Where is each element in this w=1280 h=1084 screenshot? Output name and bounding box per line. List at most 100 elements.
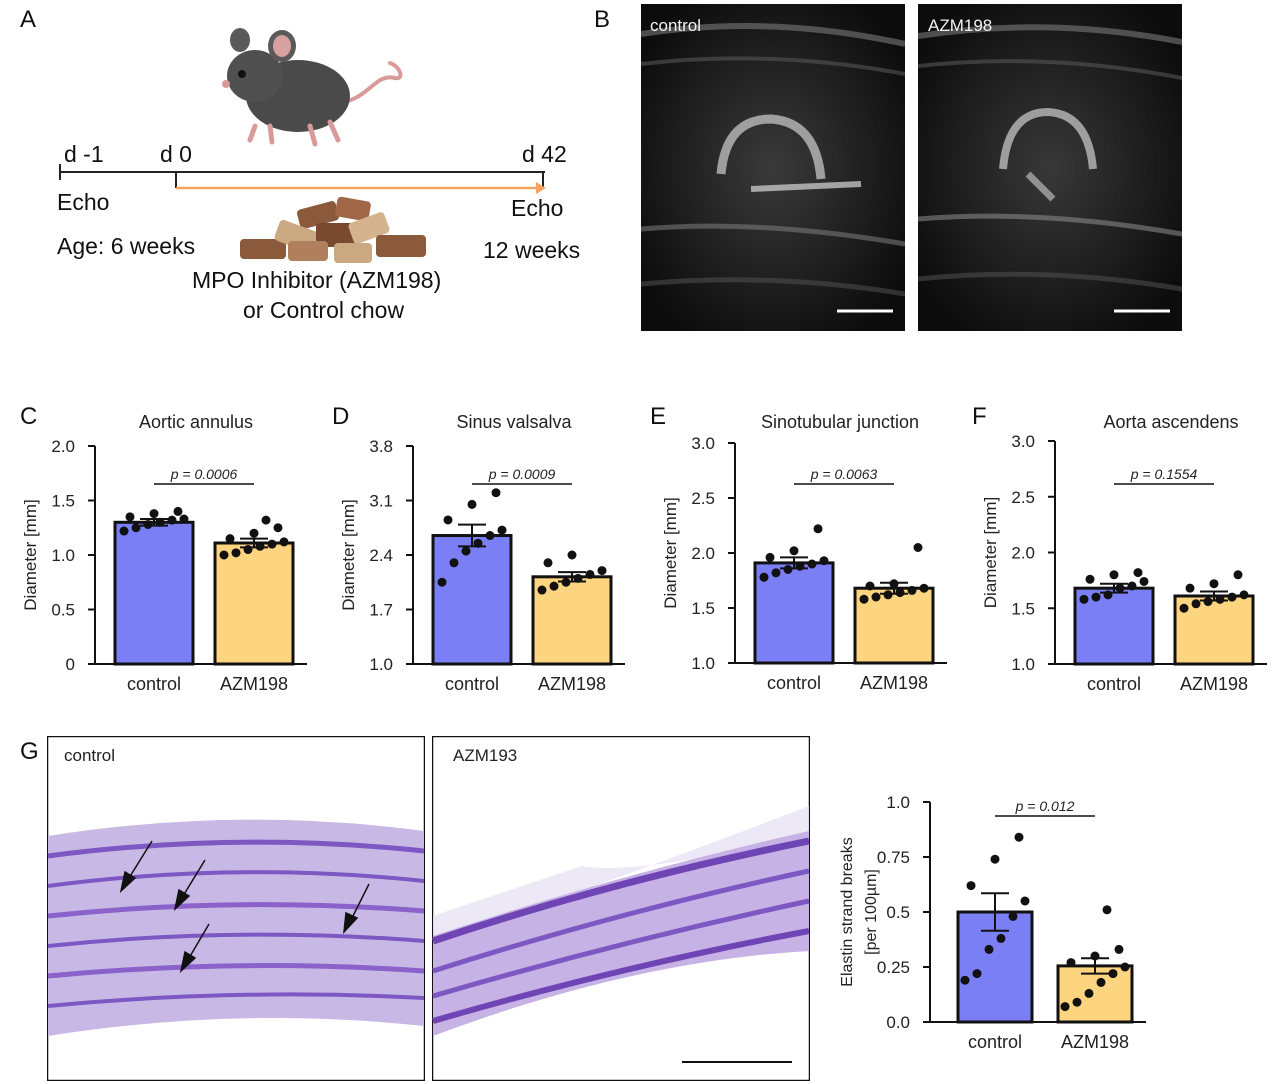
histology-image-control <box>47 736 425 1081</box>
chart-sinotubular-junction: Sinotubular junction 1.0 1.5 2.0 2.5 3.0 Diame… <box>661 412 947 693</box>
data-point <box>443 515 453 525</box>
chart-aortic-annulus: Aortic annulus 0 0.5 1.0 1.5 2.0 Diameter [mm]… <box>21 412 307 694</box>
data-point <box>783 565 793 574</box>
histology-label-azm: AZM193 <box>453 746 518 765</box>
data-point <box>1090 951 1100 961</box>
p-value-label: p = 0.1554 <box>1130 466 1198 482</box>
data-point <box>907 585 917 595</box>
data-point <box>249 528 259 538</box>
data-point <box>1103 590 1113 600</box>
x-tick-label: control <box>127 674 181 694</box>
data-point <box>1120 962 1130 972</box>
data-point <box>895 588 905 598</box>
y-tick-label: 3.0 <box>1011 432 1035 451</box>
data-point <box>883 590 893 600</box>
data-point <box>1114 944 1124 954</box>
data-point <box>261 515 271 525</box>
y-tick-label: 1.0 <box>51 546 75 565</box>
label-echo-start: Echo <box>57 189 110 215</box>
data-point <box>1185 583 1195 593</box>
y-tick-label: 2.0 <box>1011 544 1035 563</box>
data-point <box>119 526 129 536</box>
chart-title: Sinotubular junction <box>761 412 919 432</box>
label-echo-end: Echo <box>511 195 564 221</box>
histology-label-control: control <box>64 746 116 765</box>
panel-letter-f: F <box>972 403 987 430</box>
x-tick-label: control <box>767 673 821 693</box>
data-point <box>573 573 583 583</box>
data-point <box>759 572 769 582</box>
data-point <box>990 854 1000 864</box>
data-point <box>585 569 595 579</box>
data-point <box>173 506 183 516</box>
treatment-arrowhead <box>536 182 546 194</box>
y-axis-label: Diameter [mm] <box>981 497 1000 608</box>
panel-letter-d: D <box>332 403 350 430</box>
data-point <box>1215 594 1225 604</box>
data-point <box>1008 911 1018 921</box>
y-tick-label: 3.1 <box>369 492 393 511</box>
echo-label-control: control <box>650 16 702 35</box>
data-point <box>859 594 869 604</box>
data-point <box>919 583 929 593</box>
bar-azm198 <box>1056 964 1134 1024</box>
x-tick-label: AZM198 <box>220 674 288 694</box>
histology-image-azm <box>432 736 810 1081</box>
data-point <box>1127 581 1137 591</box>
data-point <box>473 538 483 548</box>
data-point <box>467 499 477 509</box>
chart-title: Aortic annulus <box>139 412 253 432</box>
y-tick-label: 0.5 <box>51 601 75 620</box>
data-point <box>149 509 159 519</box>
data-point <box>167 515 177 525</box>
panel-letter-e: E <box>650 403 667 430</box>
data-point <box>1096 977 1106 987</box>
data-point <box>255 541 265 551</box>
data-point <box>1079 594 1089 604</box>
chart-title: Sinus valsalva <box>456 412 572 432</box>
x-tick-label: control <box>968 1032 1022 1052</box>
y-tick-label: 1.5 <box>51 492 75 511</box>
data-point <box>771 568 781 578</box>
data-point <box>1133 568 1143 578</box>
y-tick-label: 1.0 <box>691 654 715 673</box>
p-value-label: p = 0.0006 <box>170 466 238 482</box>
data-point <box>972 969 982 979</box>
data-point <box>1072 997 1082 1007</box>
mouse-illustration <box>222 28 403 147</box>
label-day-minus1: d -1 <box>64 141 104 167</box>
label-treatment-line2: or Control chow <box>243 297 405 323</box>
data-point <box>1066 958 1076 968</box>
y-axis-label: Diameter [mm] <box>21 499 40 610</box>
elastin-break-arrows <box>119 840 370 974</box>
label-treatment-line1: MPO Inhibitor (AZM198) <box>192 267 442 293</box>
echo-image-control <box>641 4 905 331</box>
timeline <box>59 164 546 194</box>
x-tick-label: AZM198 <box>538 674 606 694</box>
data-point <box>437 577 447 587</box>
y-tick-label: 1.5 <box>691 599 715 618</box>
bar-control <box>753 561 835 665</box>
data-point <box>125 512 135 522</box>
p-value-label: p = 0.012 <box>1015 798 1075 814</box>
p-value-label: p = 0.0063 <box>810 466 878 482</box>
data-point <box>537 585 547 595</box>
y-tick-label: 1.7 <box>369 601 393 620</box>
y-tick-label: 2.0 <box>51 437 75 456</box>
data-point <box>1020 896 1030 906</box>
y-tick-label: 0.0 <box>886 1013 910 1032</box>
data-point <box>865 581 875 591</box>
data-point <box>179 514 189 524</box>
x-tick-label: control <box>1087 674 1141 694</box>
data-point <box>1109 570 1119 580</box>
y-tick-label: 0.5 <box>886 903 910 922</box>
data-point <box>966 881 976 891</box>
data-point <box>1239 590 1249 600</box>
y-axis-label-line1: Elastin strand breaks <box>839 837 856 986</box>
y-tick-label: 3.0 <box>691 434 715 453</box>
x-tick-label: AZM198 <box>1061 1032 1129 1052</box>
data-point <box>1179 603 1189 613</box>
data-point <box>795 561 805 571</box>
chart-sinus-valsalva: Sinus valsalva 1.0 1.7 2.4 3.1 3.8 Diameter [m… <box>339 412 625 694</box>
data-point <box>267 539 277 549</box>
